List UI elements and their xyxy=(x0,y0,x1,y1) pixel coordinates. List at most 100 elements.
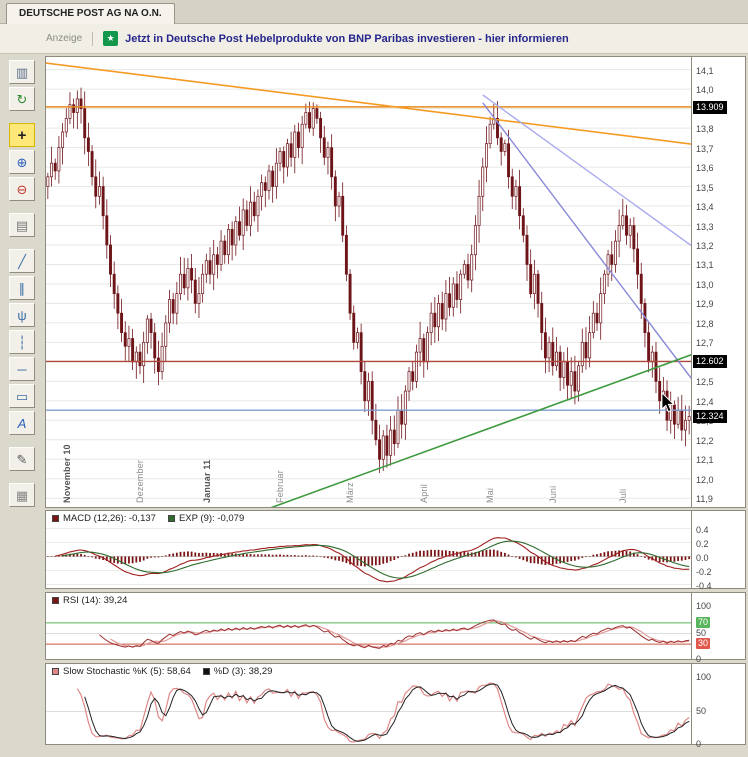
price-tick: 13,6 xyxy=(696,163,714,174)
stochastic-tick: 100 xyxy=(696,672,712,682)
price-tick: 13,4 xyxy=(696,202,714,213)
macd-panel[interactable]: MACD (12,26): -0,137 EXP (9): -0,079 xyxy=(45,510,692,589)
zoom-in-icon: ⊕ xyxy=(16,154,28,170)
tool-text-tool[interactable]: A xyxy=(9,411,35,435)
macd-tick: 0.0 xyxy=(696,552,709,563)
trendline-icon: ╱ xyxy=(18,253,26,269)
rsi-tick: 70 xyxy=(696,616,711,628)
divider xyxy=(92,31,94,46)
tool-layout-panes[interactable]: ▥ xyxy=(9,60,35,84)
price-tick: 13,8 xyxy=(696,124,714,135)
legend-label: Slow Stochastic %K (5): 58,64 xyxy=(63,665,191,677)
price-tick: 13,0 xyxy=(696,279,714,290)
price-tick: 14,1 xyxy=(696,65,714,76)
tab-deutsche-post[interactable]: DEUTSCHE POST AG NA O.N. xyxy=(6,3,175,24)
legend-label: EXP (9): -0,079 xyxy=(178,512,245,524)
stochastic-axis: 100 50 0 xyxy=(692,663,746,749)
month-label: Juli xyxy=(618,488,629,503)
stochastic-tick: 50 xyxy=(696,705,707,716)
bnp-logo-icon: ★ xyxy=(103,31,119,46)
star-icon: ★ xyxy=(106,33,115,43)
legend-label: %D (3): 38,29 xyxy=(213,665,273,677)
tool-zoom-in[interactable]: ⊕ xyxy=(9,150,35,174)
rsi-plot xyxy=(46,619,691,649)
rsi-tick: 30 xyxy=(696,638,711,650)
month-label: Februar xyxy=(275,470,286,503)
tool-parallel-channel[interactable]: ∥ xyxy=(9,276,35,300)
refresh-icon: ↻ xyxy=(16,91,28,107)
tab-bar: DEUTSCHE POST AG NA O.N. xyxy=(0,0,748,24)
price-tick: 12,8 xyxy=(696,318,714,329)
tool-refresh[interactable]: ↻ xyxy=(9,87,35,111)
rsi-axis: 100 70 50 30 0 xyxy=(692,592,746,664)
tool-rectangle[interactable]: ▭ xyxy=(9,384,35,408)
stochastic-tick: 0 xyxy=(696,739,702,749)
tool-vertical-line[interactable]: ┆ xyxy=(9,330,35,354)
tool-horizontal-line[interactable]: ─ xyxy=(9,357,35,381)
main-chart[interactable]: November 10 Dezember Januar 11 Februar März A… xyxy=(45,56,692,508)
legend-item: EXP (9): -0,079 xyxy=(167,512,245,524)
stochastic-panel[interactable]: Slow Stochastic %K (5): 58,64 %D (3): 38,… xyxy=(45,663,692,745)
macd-axis: 0.4 0.2 0.0 -0.2 -0.4 xyxy=(692,510,746,591)
price-tick: 13,2 xyxy=(696,240,714,251)
tool-zoom-out[interactable]: ⊖ xyxy=(9,177,35,201)
ad-toolbar: Anzeige ★ Jetzt in Deutsche Post Hebelpr… xyxy=(0,24,748,54)
tab-title: DEUTSCHE POST AG NA O.N. xyxy=(19,8,162,19)
legend-label: MACD (12,26): -0,137 xyxy=(63,512,156,524)
rsi-tick: 50 xyxy=(696,627,707,638)
price-tick: 13,3 xyxy=(696,221,714,232)
legend-swatch-icon xyxy=(52,667,59,675)
month-label: März xyxy=(345,482,356,503)
macd-legend: MACD (12,26): -0,137 EXP (9): -0,079 xyxy=(46,511,691,525)
draw-pointer-icon: ✎ xyxy=(16,451,28,467)
crosshair-icon: + xyxy=(17,126,27,144)
macd-tick: -0.2 xyxy=(696,566,712,577)
text-tool-icon: A xyxy=(17,415,27,431)
rsi-panel[interactable]: RSI (14): 39,24 xyxy=(45,592,692,660)
tool-trendline[interactable]: ╱ xyxy=(9,249,35,273)
tool-crosshair[interactable]: + xyxy=(9,123,35,147)
tool-pitchfork[interactable]: ψ xyxy=(9,303,35,327)
month-label: November 10 xyxy=(61,444,72,503)
price-tick: 11,9 xyxy=(696,494,713,505)
ad-link[interactable]: Jetzt in Deutsche Post Hebelprodukte von… xyxy=(125,32,569,45)
legend-item: %D (3): 38,29 xyxy=(202,665,273,677)
rsi-legend: RSI (14): 39,24 xyxy=(46,593,691,607)
price-tick: 12,5 xyxy=(696,377,714,388)
legend-label: RSI (14): 39,24 xyxy=(63,594,128,606)
month-label: Juni xyxy=(548,485,559,503)
stochastic-legend: Slow Stochastic %K (5): 58,64 %D (3): 38,… xyxy=(46,664,691,678)
rsi-tick: 100 xyxy=(696,601,712,611)
tool-indicator-chart[interactable]: ▤ xyxy=(9,213,35,237)
vertical-line-icon: ┆ xyxy=(18,334,26,350)
price-axis: 14,114,013,913,813,713,613,513,413,313,2… xyxy=(692,56,746,508)
parallel-channel-icon: ∥ xyxy=(18,280,26,296)
macd-tick: 0.4 xyxy=(696,524,709,535)
layout-panes-icon: ▥ xyxy=(15,64,29,80)
month-label: Mai xyxy=(485,487,496,503)
left-toolbar: ▥ ↻ + ⊕ ⊖ ▤ ╱ ∥ ψ ┆ ─ ▭ A ✎ ▦ xyxy=(9,58,37,510)
price-tick: 12,4 xyxy=(696,396,714,407)
zoom-out-icon: ⊖ xyxy=(16,181,28,197)
price-tick: 12,0 xyxy=(696,474,714,485)
legend-swatch-icon xyxy=(167,514,175,522)
price-tag: 12.324 xyxy=(693,409,727,423)
candlestick-plot xyxy=(46,62,691,507)
price-tag: 13.909 xyxy=(693,100,727,114)
macd-tick: 0.2 xyxy=(696,538,709,549)
macd-tick: -0.4 xyxy=(696,580,712,591)
price-tick: 13,1 xyxy=(696,260,714,271)
macd-plot xyxy=(46,528,691,585)
tool-grid-settings[interactable]: ▦ xyxy=(9,483,35,507)
month-label: Dezember xyxy=(135,459,146,503)
tool-draw-pointer[interactable]: ✎ xyxy=(9,447,35,471)
price-tick: 12,7 xyxy=(696,338,714,349)
price-tick: 12,2 xyxy=(696,435,714,446)
legend-item: Slow Stochastic %K (5): 58,64 xyxy=(52,666,191,677)
legend-item: RSI (14): 39,24 xyxy=(52,595,127,606)
grid-settings-icon: ▦ xyxy=(15,487,29,503)
indicator-chart-icon: ▤ xyxy=(15,217,29,233)
price-tick: 13,7 xyxy=(696,143,714,154)
pitchfork-icon: ψ xyxy=(17,307,27,323)
